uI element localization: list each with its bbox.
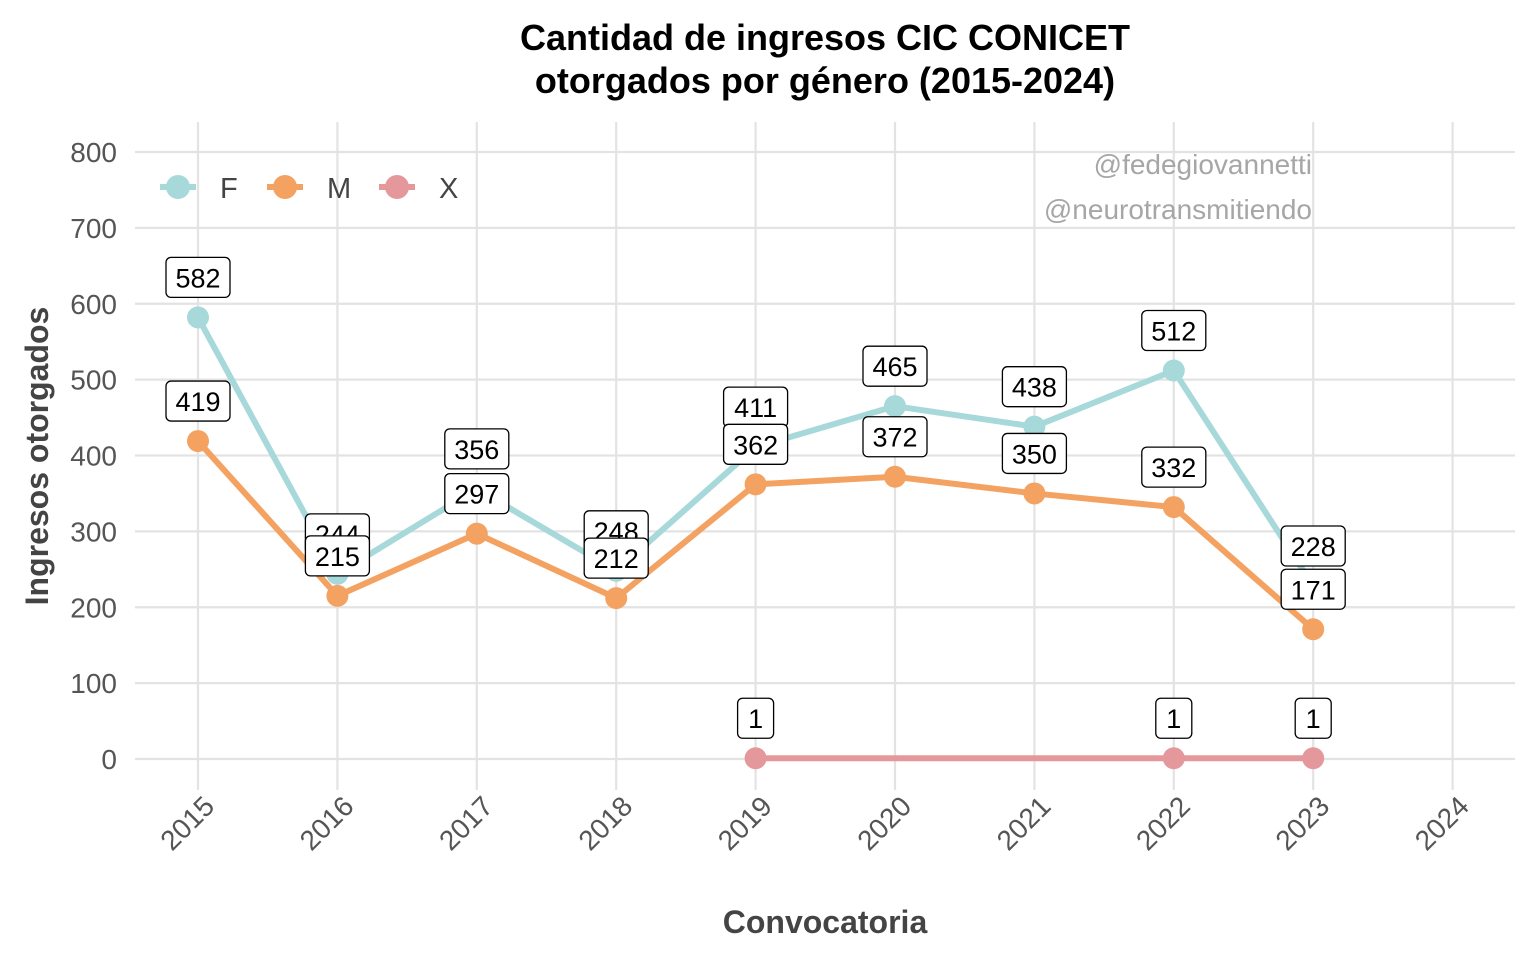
legend-marker-F <box>166 175 190 199</box>
data-label: 171 <box>1291 575 1336 605</box>
data-point-M <box>744 473 767 496</box>
data-label-box <box>444 473 510 515</box>
y-tick-label: 800 <box>70 137 117 168</box>
data-label: 582 <box>175 263 220 293</box>
x-tick-label: 2022 <box>1130 790 1196 856</box>
data-label-box <box>1141 446 1207 488</box>
data-label: 1 <box>1306 704 1321 734</box>
data-label-box <box>1001 366 1068 408</box>
data-label: 438 <box>1012 373 1057 403</box>
data-label-box <box>444 428 510 470</box>
chart-subtitle: otorgados por género (2015-2024) <box>535 60 1115 101</box>
data-label-box <box>1280 525 1346 567</box>
x-tick-label: 2015 <box>154 790 220 856</box>
legend-marker-X <box>385 175 409 199</box>
x-tick-label: 2023 <box>1269 790 1335 856</box>
chart-title: Cantidad de ingresos CIC CONICET <box>520 17 1130 58</box>
data-label: 362 <box>733 430 778 460</box>
y-tick-label: 0 <box>101 744 117 775</box>
data-label-box <box>1141 309 1207 352</box>
data-point-M <box>605 587 628 610</box>
x-axis-label: Convocatoria <box>723 904 928 940</box>
data-label: 465 <box>872 352 917 382</box>
data-label-box <box>862 416 928 458</box>
data-label: 372 <box>872 423 917 453</box>
data-label-box <box>862 345 928 387</box>
data-point-X <box>1162 747 1185 770</box>
data-label: 356 <box>454 435 499 465</box>
data-label-box <box>304 535 371 577</box>
y-axis-label: Ingresos otorgados <box>19 307 55 606</box>
data-label-box <box>1001 432 1068 475</box>
data-label: 350 <box>1012 439 1057 469</box>
data-point-F <box>1023 415 1046 438</box>
data-label: 411 <box>734 393 777 423</box>
grid: 0 100 200 300 400 500 600 700 800 2015 2016 2017 201… <box>70 122 1515 856</box>
x-tick-label: 2024 <box>1409 790 1475 856</box>
data-point-X <box>1302 747 1325 770</box>
data-point-M <box>1023 482 1046 505</box>
y-tick-label: 700 <box>70 213 117 244</box>
data-point-F <box>187 306 209 329</box>
data-label-box <box>1294 697 1332 739</box>
legend-marker-M <box>273 175 297 199</box>
data-label: 512 <box>1151 317 1196 347</box>
y-tick-label: 600 <box>70 289 117 320</box>
y-tick-label: 500 <box>70 365 117 396</box>
data-label: 212 <box>594 544 639 574</box>
watermark-1: @fedegiovannetti <box>1094 149 1312 180</box>
data-point-M <box>326 584 349 607</box>
x-tick-label: 2018 <box>572 790 638 856</box>
data-label-box <box>736 697 775 739</box>
data-point-M <box>1162 496 1185 519</box>
data-label-box <box>722 423 789 465</box>
y-tick-label: 400 <box>70 441 117 472</box>
data-label: 419 <box>175 387 220 417</box>
data-label: 297 <box>454 480 499 510</box>
legend-label-F: F <box>220 173 238 205</box>
legend-label-M: M <box>327 173 351 205</box>
data-label: 332 <box>1151 453 1196 483</box>
data-point-M <box>187 430 209 453</box>
y-tick-label: 300 <box>70 516 117 547</box>
data-point-X <box>744 747 767 770</box>
x-tick-label: 2021 <box>991 790 1057 856</box>
data-point-M <box>884 465 906 488</box>
x-tick-label: 2016 <box>294 790 360 856</box>
data-label-box <box>165 380 231 422</box>
data-point-F <box>884 395 906 418</box>
data-point-F <box>1162 359 1185 382</box>
x-tick-label: 2017 <box>433 790 499 856</box>
x-tick-label: 2020 <box>851 790 917 856</box>
data-label: 228 <box>1291 532 1336 562</box>
data-point-M <box>1302 618 1325 641</box>
y-tick-label: 200 <box>70 592 117 623</box>
data-label-box <box>1155 697 1193 739</box>
legend-label-X: X <box>439 173 458 205</box>
data-label: 215 <box>315 542 360 572</box>
data-label-box <box>583 537 649 579</box>
labels-layer: 5822443562484114654385122284192152972123… <box>165 256 1346 739</box>
data-label: 1 <box>748 704 763 734</box>
data-label: 1 <box>1166 704 1181 734</box>
y-tick-label: 100 <box>70 668 117 699</box>
data-point-M <box>465 522 488 545</box>
x-tick-label: 2019 <box>712 790 778 856</box>
data-label-box <box>1280 568 1346 610</box>
watermark-2: @neurotransmitiendo <box>1044 194 1312 225</box>
data-label-box <box>165 256 231 299</box>
